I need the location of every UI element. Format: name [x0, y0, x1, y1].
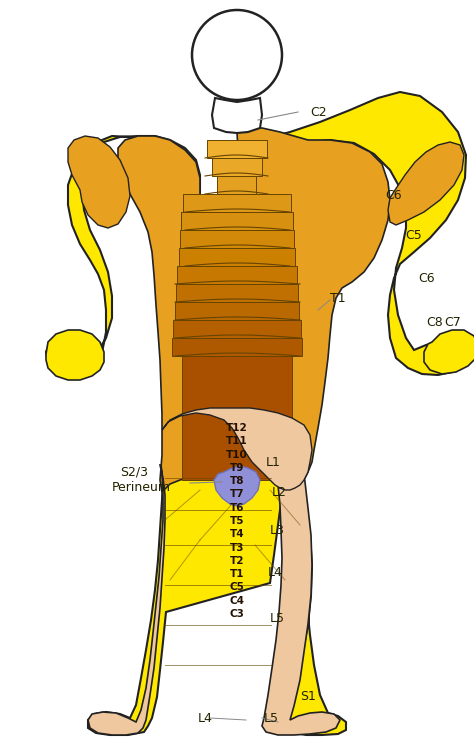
Polygon shape	[173, 320, 301, 338]
Polygon shape	[162, 408, 312, 490]
Text: T3: T3	[230, 542, 244, 553]
Text: T9: T9	[230, 463, 244, 473]
Polygon shape	[46, 92, 470, 735]
Text: T10: T10	[226, 449, 247, 460]
Text: C2: C2	[310, 106, 327, 119]
Text: S1: S1	[300, 689, 316, 703]
Text: C6: C6	[385, 188, 401, 201]
Polygon shape	[68, 136, 130, 228]
Text: L4: L4	[268, 565, 283, 579]
Text: L2: L2	[272, 486, 287, 498]
Text: T1: T1	[330, 292, 346, 305]
Polygon shape	[118, 128, 390, 492]
Text: T5: T5	[230, 516, 244, 526]
Text: T12: T12	[226, 423, 247, 433]
Polygon shape	[175, 302, 299, 320]
Text: C5: C5	[405, 229, 422, 241]
Text: L5: L5	[270, 612, 285, 624]
Polygon shape	[179, 248, 295, 266]
Polygon shape	[183, 194, 291, 212]
Polygon shape	[388, 142, 464, 225]
Polygon shape	[180, 230, 294, 248]
Text: T11: T11	[226, 436, 247, 446]
Text: C3: C3	[229, 609, 245, 619]
Text: L5: L5	[264, 711, 279, 725]
Polygon shape	[88, 465, 165, 735]
Polygon shape	[182, 356, 292, 480]
Text: T1: T1	[230, 569, 244, 579]
Polygon shape	[214, 466, 260, 506]
Text: L4: L4	[198, 711, 213, 725]
Text: T4: T4	[230, 529, 244, 539]
Text: T6: T6	[230, 503, 244, 513]
Text: T2: T2	[230, 556, 244, 566]
Text: T8: T8	[230, 476, 244, 486]
Circle shape	[192, 10, 282, 100]
Text: C5: C5	[229, 582, 245, 593]
Polygon shape	[176, 284, 298, 302]
Text: L3: L3	[270, 523, 285, 537]
Text: T7: T7	[230, 489, 244, 500]
Polygon shape	[212, 158, 262, 176]
Polygon shape	[177, 266, 297, 284]
Polygon shape	[262, 468, 340, 735]
Polygon shape	[46, 330, 104, 380]
Polygon shape	[207, 140, 267, 158]
Polygon shape	[182, 212, 292, 230]
Polygon shape	[212, 98, 262, 133]
Text: C8: C8	[426, 316, 443, 328]
Polygon shape	[172, 338, 302, 356]
Text: S2/3: S2/3	[120, 466, 148, 478]
Text: Perineum: Perineum	[112, 480, 171, 494]
Polygon shape	[218, 176, 256, 194]
Polygon shape	[424, 330, 474, 374]
Text: C6: C6	[418, 272, 435, 285]
Text: L1: L1	[266, 455, 281, 469]
Text: C4: C4	[229, 596, 245, 606]
Text: C7: C7	[444, 316, 461, 328]
